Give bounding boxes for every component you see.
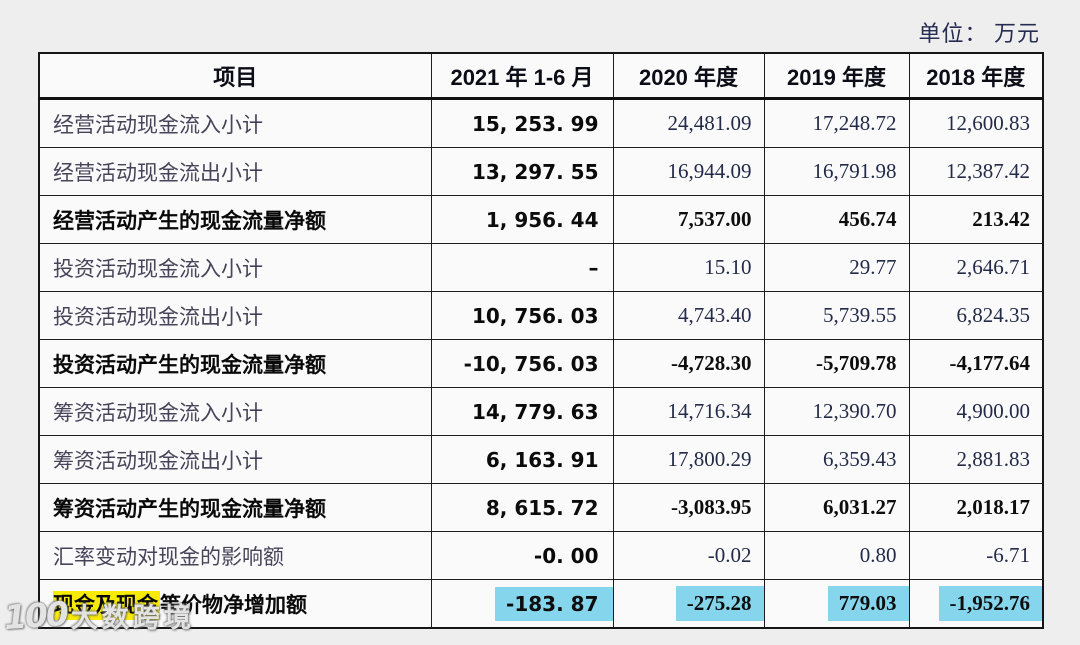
cell-2018: 213.42 (908, 195, 1044, 244)
table-row: 投资活动现金流出小计 10, 756. 03 4,743.40 5,739.55… (38, 291, 1044, 340)
cell-2018: 12,600.83 (908, 98, 1044, 148)
yellow-highlight: 现金及现金 (53, 590, 160, 620)
cell-2019: -5,709.78 (763, 339, 910, 388)
cell-2019: 6,031.27 (763, 483, 910, 532)
cell-2018: 6,824.35 (908, 291, 1044, 340)
cell-2019: 456.74 (763, 195, 910, 244)
row-label: 经营活动现金流出小计 (38, 147, 432, 196)
header-row: 项目 2021 年 1-6 月 2020 年度 2019 年度 2018 年度 (38, 52, 1044, 100)
row-label: 汇率变动对现金的影响额 (38, 531, 432, 580)
cyan-highlight: -1,952.76 (938, 586, 1042, 621)
cell-2019: 17,248.72 (763, 98, 910, 148)
cell-2020: -4,728.30 (612, 339, 765, 388)
cell-2021: 15, 253. 99 (430, 98, 614, 148)
header-2020: 2020 年度 (612, 52, 765, 100)
cell-2020: 24,481.09 (612, 98, 765, 148)
cell-2020: 15.10 (612, 243, 765, 292)
table-row-subtotal: 经营活动产生的现金流量净额 1, 956. 44 7,537.00 456.74… (38, 195, 1044, 244)
cell-2021: 13, 297. 55 (430, 147, 614, 196)
cell-2021: -183. 87 (430, 579, 614, 629)
row-label: 筹资活动现金流入小计 (38, 387, 432, 436)
cell-2018: -4,177.64 (908, 339, 1044, 388)
cell-2020: -3,083.95 (612, 483, 765, 532)
row-label: 筹资活动产生的现金流量净额 (38, 483, 432, 532)
cell-2021: 8, 615. 72 (430, 483, 614, 532)
table-row: 经营活动现金流出小计 13, 297. 55 16,944.09 16,791.… (38, 147, 1044, 196)
header-2019: 2019 年度 (763, 52, 910, 100)
table-row: 汇率变动对现金的影响额 -0. 00 -0.02 0.80 -6.71 (38, 531, 1044, 580)
cell-2020: 4,743.40 (612, 291, 765, 340)
cyan-highlight: 779.03 (827, 586, 908, 621)
row-label: 筹资活动现金流出小计 (38, 435, 432, 484)
cell-2018: -1,952.76 (908, 579, 1044, 629)
cell-2021: 1, 956. 44 (430, 195, 614, 244)
table-row: 筹资活动现金流入小计 14, 779. 63 14,716.34 12,390.… (38, 387, 1044, 436)
row-label: 经营活动产生的现金流量净额 (38, 195, 432, 244)
cell-2018: 2,646.71 (908, 243, 1044, 292)
header-item: 项目 (38, 52, 432, 100)
cash-flow-table: 项目 2021 年 1-6 月 2020 年度 2019 年度 2018 年度 … (38, 52, 1044, 629)
unit-label: 单位： 万元 (918, 21, 1040, 46)
cell-2019: 779.03 (763, 579, 910, 629)
cell-2019: 29.77 (763, 243, 910, 292)
cell-2021: – (430, 243, 614, 292)
cell-2021: 14, 779. 63 (430, 387, 614, 436)
cell-2018: 2,881.83 (908, 435, 1044, 484)
cell-2021: -0. 00 (430, 531, 614, 580)
cyan-highlight: -275.28 (675, 586, 763, 621)
cell-2019: 5,739.55 (763, 291, 910, 340)
cell-2020: 14,716.34 (612, 387, 765, 436)
cell-2018: -6.71 (908, 531, 1044, 580)
row-label: 现金及现金等价物净增加额 (38, 579, 432, 629)
table-row-net-increase: 现金及现金等价物净增加额 -183. 87 -275.28 779.03 -1,… (38, 579, 1044, 629)
table-row: 投资活动现金流入小计 – 15.10 29.77 2,646.71 (38, 243, 1044, 292)
cell-2018: 2,018.17 (908, 483, 1044, 532)
row-label: 投资活动现金流入小计 (38, 243, 432, 292)
table-row-subtotal: 筹资活动产生的现金流量净额 8, 615. 72 -3,083.95 6,031… (38, 483, 1044, 532)
header-2018: 2018 年度 (908, 52, 1044, 100)
cell-2018: 4,900.00 (908, 387, 1044, 436)
cell-2021: 6, 163. 91 (430, 435, 614, 484)
cell-2019: 16,791.98 (763, 147, 910, 196)
table-row: 经营活动现金流入小计 15, 253. 99 24,481.09 17,248.… (38, 98, 1044, 148)
cell-2020: -275.28 (612, 579, 765, 629)
row-label: 经营活动现金流入小计 (38, 98, 432, 148)
row-label: 投资活动现金流出小计 (38, 291, 432, 340)
table-row-subtotal: 投资活动产生的现金流量净额 -10, 756. 03 -4,728.30 -5,… (38, 339, 1044, 388)
table-row: 筹资活动现金流出小计 6, 163. 91 17,800.29 6,359.43… (38, 435, 1044, 484)
cell-2019: 6,359.43 (763, 435, 910, 484)
cell-2020: 17,800.29 (612, 435, 765, 484)
cyan-highlight: -183. 87 (495, 586, 612, 621)
cell-2020: 7,537.00 (612, 195, 765, 244)
cell-2021: -10, 756. 03 (430, 339, 614, 388)
cell-2020: -0.02 (612, 531, 765, 580)
row-label: 投资活动产生的现金流量净额 (38, 339, 432, 388)
cell-2019: 0.80 (763, 531, 910, 580)
cell-2019: 12,390.70 (763, 387, 910, 436)
header-2021: 2021 年 1-6 月 (430, 52, 614, 100)
cell-2020: 16,944.09 (612, 147, 765, 196)
cell-2021: 10, 756. 03 (430, 291, 614, 340)
cell-2018: 12,387.42 (908, 147, 1044, 196)
row-label-rest: 等价物净增加额 (160, 593, 307, 617)
